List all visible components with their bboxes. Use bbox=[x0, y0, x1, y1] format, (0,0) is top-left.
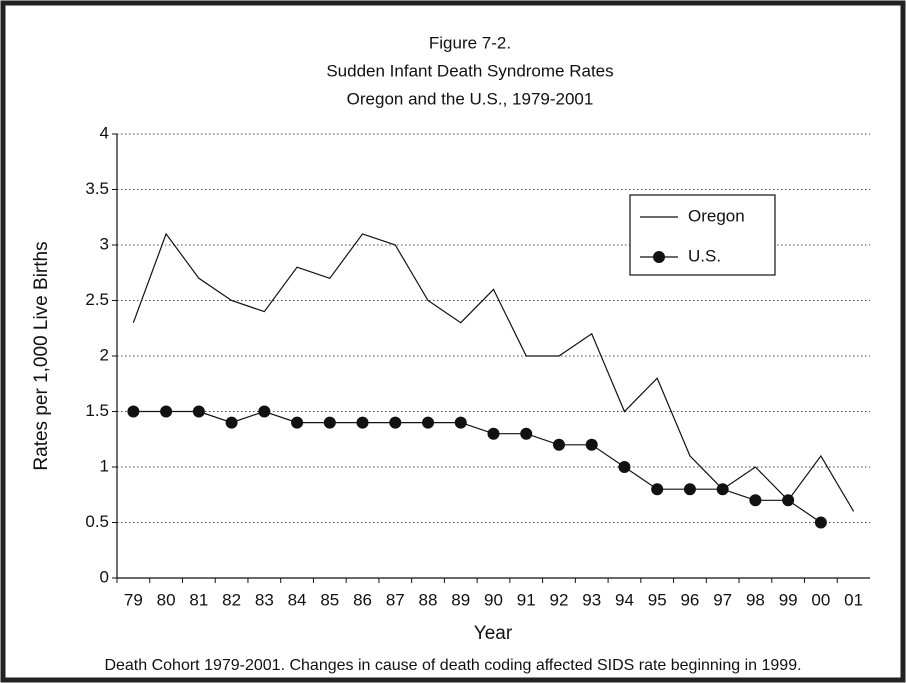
y-tick-label: 0 bbox=[100, 567, 109, 586]
footnote: Death Cohort 1979-2001. Changes in cause… bbox=[104, 657, 801, 674]
data-point bbox=[749, 494, 762, 507]
series-line bbox=[133, 410, 822, 523]
legend-box bbox=[629, 194, 776, 276]
x-tick-label: 96 bbox=[680, 590, 699, 609]
data-point bbox=[192, 405, 205, 418]
x-tick-label: 87 bbox=[386, 590, 405, 609]
x-tick-label: 98 bbox=[746, 590, 765, 609]
x-tick-label: 88 bbox=[419, 590, 438, 609]
y-tick-label: 2 bbox=[100, 345, 109, 364]
legend-marker bbox=[653, 251, 665, 263]
y-tick-label: 2.5 bbox=[85, 290, 109, 309]
x-tick-label: 95 bbox=[648, 590, 667, 609]
y-tick-label: 0.5 bbox=[85, 512, 109, 531]
data-point bbox=[552, 438, 565, 451]
x-tick-label: 91 bbox=[517, 590, 536, 609]
x-tick-label: 89 bbox=[451, 590, 470, 609]
data-point bbox=[160, 405, 173, 418]
y-tick-label: 1 bbox=[100, 456, 109, 475]
data-point bbox=[487, 427, 500, 440]
x-tick-label: 97 bbox=[713, 590, 732, 609]
x-tick-label: 94 bbox=[615, 590, 634, 609]
data-point bbox=[258, 405, 271, 418]
y-tick-label: 3.5 bbox=[85, 179, 109, 198]
data-point bbox=[291, 416, 304, 429]
x-tick-label: 83 bbox=[255, 590, 274, 609]
series-line bbox=[132, 232, 855, 512]
data-point bbox=[814, 516, 827, 529]
data-point bbox=[422, 416, 435, 429]
data-point bbox=[356, 416, 369, 429]
x-tick-label: 99 bbox=[779, 590, 798, 609]
figure-label: Figure 7-2. bbox=[429, 33, 511, 52]
x-tick-label: 90 bbox=[484, 590, 503, 609]
data-point bbox=[651, 483, 664, 496]
data-point bbox=[683, 483, 696, 496]
x-tick-label: 01 bbox=[844, 590, 863, 609]
y-tick-label: 4 bbox=[100, 123, 109, 142]
y-axis-label: Rates per 1,000 Live Births bbox=[31, 241, 52, 470]
x-tick-label: 93 bbox=[582, 590, 601, 609]
x-tick-label: 85 bbox=[320, 590, 339, 609]
x-axis-label: Year bbox=[474, 623, 513, 644]
x-tick-label: 79 bbox=[124, 590, 143, 609]
legend-label: Oregon bbox=[688, 206, 745, 225]
x-tick-label: 86 bbox=[353, 590, 372, 609]
x-tick-label: 81 bbox=[189, 590, 208, 609]
data-point bbox=[618, 461, 631, 473]
data-point bbox=[716, 483, 729, 496]
chart-subtitle: Oregon and the U.S., 1979-2001 bbox=[347, 89, 594, 108]
data-point bbox=[389, 416, 402, 429]
data-point bbox=[454, 416, 467, 429]
data-point bbox=[782, 494, 795, 507]
x-tick-label: 82 bbox=[222, 590, 241, 609]
data-point bbox=[127, 405, 140, 418]
x-tick-label: 00 bbox=[811, 590, 830, 609]
data-point bbox=[323, 416, 336, 429]
x-tick-label: 80 bbox=[157, 590, 176, 609]
data-point bbox=[225, 416, 238, 429]
x-tick-label: 84 bbox=[288, 590, 307, 609]
data-point bbox=[520, 427, 533, 440]
y-tick-label: 3 bbox=[100, 234, 109, 253]
x-tick-label: 92 bbox=[550, 590, 569, 609]
legend-label: U.S. bbox=[688, 246, 721, 265]
chart-title: Sudden Infant Death Syndrome Rates bbox=[326, 61, 613, 80]
y-tick-label: 1.5 bbox=[85, 401, 109, 420]
data-point bbox=[585, 438, 598, 451]
